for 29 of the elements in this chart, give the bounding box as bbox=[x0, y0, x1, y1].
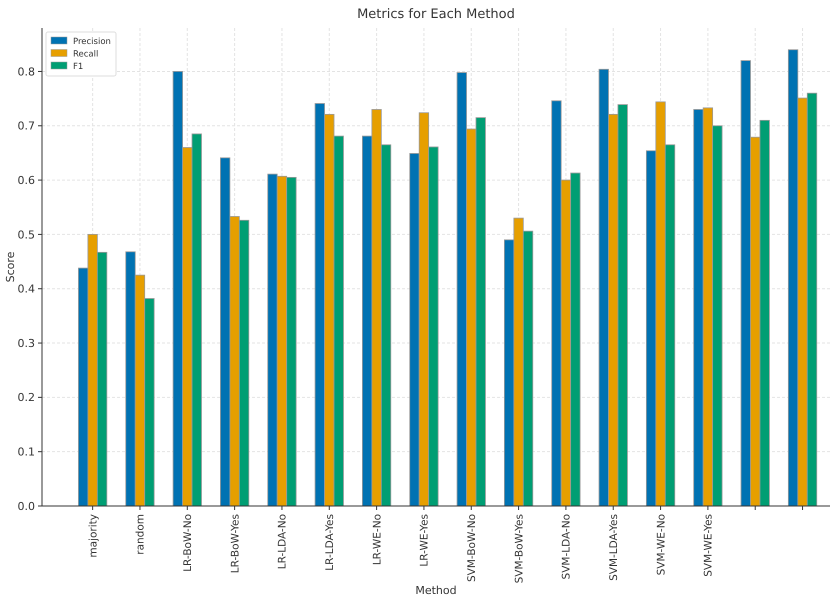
x-tick-label: SVM-WE-No bbox=[655, 514, 668, 576]
y-tick-label: 0.8 bbox=[18, 65, 35, 78]
legend-label: F1 bbox=[73, 62, 84, 72]
x-tick-label: LR-BoW-No bbox=[182, 514, 194, 572]
y-tick-label: 0.7 bbox=[18, 120, 35, 133]
x-tick-label: majority bbox=[87, 514, 100, 558]
x-tick-label: LR-LDA-No bbox=[276, 514, 289, 570]
chart-title: Metrics for Each Method bbox=[357, 7, 515, 22]
x-tick-label: LR-LDA-Yes bbox=[324, 514, 336, 571]
y-tick-label: 0.6 bbox=[18, 174, 35, 187]
x-tick-label: SVM-LDA-No bbox=[560, 514, 573, 580]
x-tick-label: SVM-BoW-No bbox=[466, 514, 478, 582]
x-tick-label: SVM-WE-Yes bbox=[702, 514, 715, 577]
y-tick-label: 0.5 bbox=[18, 228, 35, 242]
x-tick-label: random bbox=[134, 514, 147, 555]
x-tick-label: LR-WE-No bbox=[371, 514, 384, 566]
y-tick-label: 0.4 bbox=[18, 282, 35, 296]
x-tick-label: SVM-BoW-Yes bbox=[513, 514, 526, 584]
x-axis-title: Method bbox=[415, 584, 457, 596]
y-tick-label: 0.1 bbox=[18, 446, 35, 459]
x-tick-label: LR-WE-Yes bbox=[418, 514, 431, 567]
x-tick-label: SVM-LDA-Yes bbox=[608, 514, 620, 581]
legend-label: Precision bbox=[73, 36, 111, 47]
y-tick-label: 0.2 bbox=[18, 391, 35, 404]
y-tick-label: 0.3 bbox=[18, 336, 35, 350]
legend-label: Recall bbox=[73, 49, 98, 60]
x-tick-label: LR-BoW-Yes bbox=[229, 514, 242, 574]
y-axis-title: Score bbox=[4, 251, 17, 282]
y-tick-label: 0.0 bbox=[18, 500, 35, 513]
